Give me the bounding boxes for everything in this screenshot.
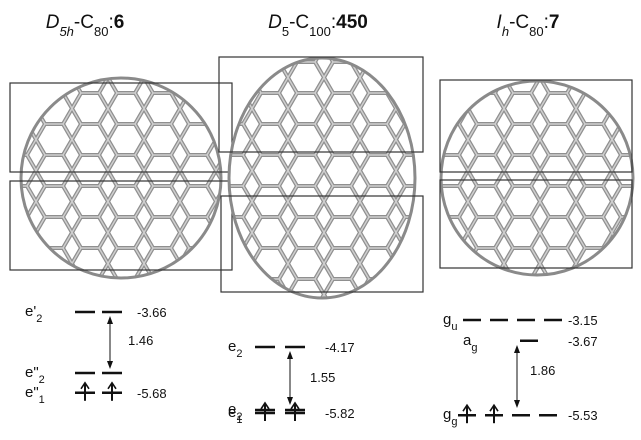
panel-title: Ih-C80:7 [497,12,560,39]
title-part: 450 [336,12,368,33]
label-sub: 2 [236,348,242,360]
title-part: h [502,24,509,39]
level-energy: -3.67 [568,334,598,349]
title-part: 5h [59,24,73,39]
level-label: e'2 [25,303,42,325]
gap-value: 1.86 [530,363,555,378]
title-part: -C [509,12,529,33]
title-part: -C [74,12,94,33]
label-base: e" [25,364,39,381]
label-sub: 2 [39,374,45,386]
title-part: 7 [549,12,560,33]
panel-title: D5-C100:450 [268,12,368,39]
label-sub: 1 [236,414,242,426]
title-part: 80 [529,24,543,39]
cage-body [229,58,415,298]
level-energy: -5.82 [325,406,355,421]
level-energy: -5.68 [137,386,167,401]
label-base: e" [25,384,39,401]
label-sub: u [451,321,457,333]
level-label: ag [463,332,477,354]
level-label: gg [443,406,457,428]
panel-title: D5h-C80:6 [46,12,125,39]
title-part: 6 [114,12,125,33]
level-label: e2 [228,338,242,360]
label-base: e [228,404,236,421]
label-sub: 1 [39,394,45,406]
cage-d5h-c80 [10,78,232,278]
label-base: g [443,406,451,423]
figure: D5h-C80:6e'2-3.66e"2e"1-5.681.46D5-C100:… [0,0,641,440]
label-base: g [443,311,451,328]
label-sub: g [471,342,477,354]
level-energy: -5.53 [568,408,598,423]
cage-d5-c100 [219,57,423,298]
label-sub: 2 [36,313,42,325]
gap-value: 1.55 [310,370,335,385]
gap-value: 1.46 [128,333,153,348]
cage-body [441,81,633,275]
level-label: gu [443,311,457,333]
title-part: D [268,12,282,33]
label-sub: g [451,416,457,428]
level-energy: -3.66 [137,305,167,320]
title-part: D [46,12,60,33]
title-part: 5 [282,24,289,39]
cage-body [21,78,221,278]
title-part: 80 [94,24,108,39]
title-part: -C [289,12,309,33]
level-energy: -3.15 [568,313,598,328]
level-label: e"2 [25,364,45,386]
level-label: e"1 [25,384,45,406]
cage-ih-c80 [440,80,633,275]
level-energy: -4.17 [325,340,355,355]
label-base: e [228,338,236,355]
label-base: e' [25,303,36,320]
title-part: 100 [309,24,331,39]
level-label: e1 [228,404,242,426]
